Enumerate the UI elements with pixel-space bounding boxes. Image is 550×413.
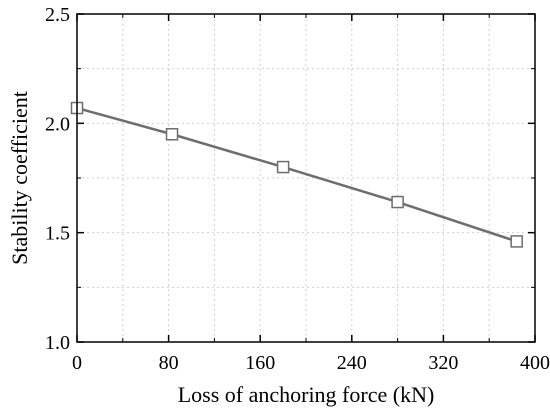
x-tick-label: 80 [159, 352, 179, 374]
y-tick-label: 1.5 [45, 223, 70, 245]
y-tick-label: 2.5 [45, 4, 70, 26]
y-tick-label: 1.0 [45, 332, 70, 354]
data-point-marker [165, 128, 179, 141]
grid [77, 14, 535, 342]
series-layer [70, 101, 523, 248]
series-line [76, 106, 518, 243]
y-tick-label: 2.0 [45, 113, 70, 135]
data-point-marker [391, 195, 404, 209]
x-axis-label: Loss of anchoring force (kN) [178, 382, 435, 407]
y-axis-label: Stability coefficient [7, 91, 32, 265]
plot-frame [76, 13, 536, 343]
ticks: 0 80 160 240 320 400 1.0 1.5 2.0 2.5 [45, 4, 550, 374]
x-tick-label: 320 [428, 352, 458, 374]
x-tick-label: 400 [520, 352, 550, 374]
x-tick-label: 160 [245, 352, 275, 374]
x-tick-label: 0 [72, 352, 82, 374]
data-point-marker [276, 160, 290, 174]
x-tick-label: 240 [337, 352, 367, 374]
data-point-marker [510, 235, 523, 248]
